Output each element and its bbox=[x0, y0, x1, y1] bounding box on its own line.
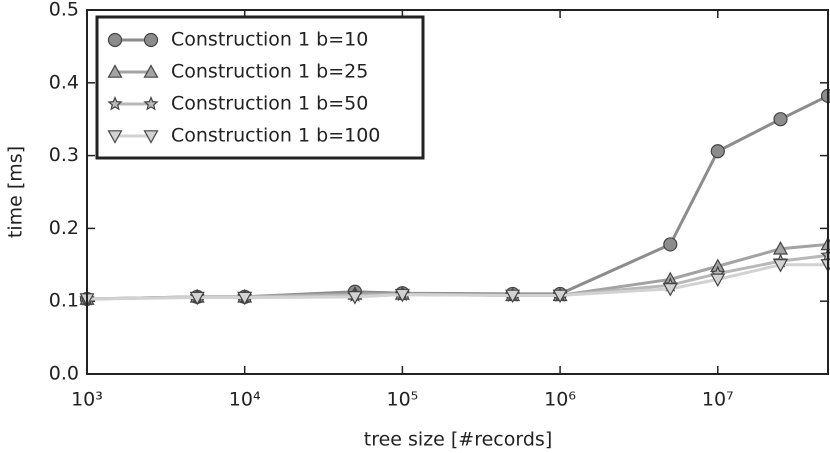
marker bbox=[107, 130, 123, 144]
legend-label: Construction 1 b=10 bbox=[171, 29, 368, 51]
y-tick-label: 0.0 bbox=[49, 363, 79, 385]
marker bbox=[773, 112, 788, 127]
legend-label: Construction 1 b=50 bbox=[171, 93, 368, 115]
marker bbox=[663, 237, 678, 252]
x-tick-label: 10⁶ bbox=[544, 389, 576, 411]
legend: Construction 1 b=10 Construction 1 b=25 Co… bbox=[95, 15, 425, 160]
plot-frame bbox=[86, 9, 829, 375]
marker bbox=[773, 259, 789, 273]
y-tick-label: 0.4 bbox=[49, 71, 79, 93]
y-axis-label: time [ms] bbox=[5, 146, 27, 238]
marker bbox=[189, 291, 205, 306]
marker bbox=[710, 273, 726, 288]
x-tick-label: 10⁵ bbox=[386, 389, 418, 411]
y-tick-label: 0.3 bbox=[49, 144, 79, 166]
marker bbox=[143, 95, 159, 111]
y-tick-label: 0.2 bbox=[49, 217, 79, 239]
marker bbox=[143, 130, 159, 144]
marker bbox=[143, 32, 159, 48]
marker bbox=[107, 64, 123, 78]
legend-label: Construction 1 b=25 bbox=[171, 61, 368, 83]
marker bbox=[662, 283, 678, 297]
marker bbox=[505, 289, 521, 304]
marker bbox=[107, 32, 123, 48]
legend-label: Construction 1 b=100 bbox=[171, 125, 380, 147]
x-tick-label: 10⁴ bbox=[229, 389, 261, 411]
y-tick-label: 0.1 bbox=[49, 290, 79, 312]
marker bbox=[552, 289, 568, 304]
x-tick-label: 10⁷ bbox=[702, 389, 734, 411]
marker bbox=[710, 144, 725, 159]
marker bbox=[143, 64, 159, 78]
marker bbox=[237, 291, 253, 306]
marker bbox=[107, 95, 123, 111]
y-tick-label: 0.5 bbox=[49, 0, 79, 21]
marker bbox=[394, 288, 410, 303]
x-axis-label: tree size [#records] bbox=[364, 429, 552, 451]
x-tick-label: 10³ bbox=[71, 389, 103, 411]
marker bbox=[347, 291, 363, 305]
